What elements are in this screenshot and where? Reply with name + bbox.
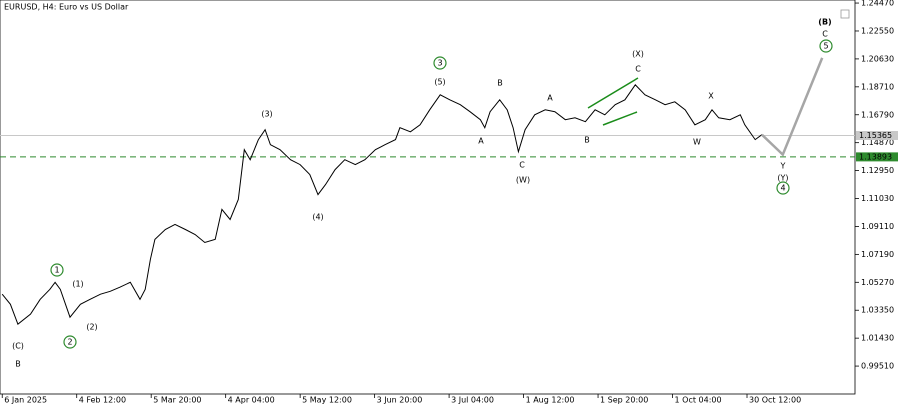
wave-label: X <box>708 92 714 101</box>
y-tick-label: 1.11030 <box>861 194 894 203</box>
price-line <box>1 84 763 326</box>
y-tick-label: 1.03350 <box>861 306 894 315</box>
wave-label: (C) <box>12 342 24 351</box>
y-tick-label: 1.18710 <box>861 82 894 91</box>
wave-label: 4 <box>780 184 785 193</box>
wave-label: C <box>519 161 525 170</box>
x-tick-label: 1 Oct 04:00 <box>675 396 722 405</box>
y-tick-label: 1.09110 <box>861 222 894 231</box>
wave-circle <box>819 39 833 53</box>
wave-label: A <box>547 94 553 103</box>
y-tick-label: 0.99510 <box>861 362 894 371</box>
plot-frame <box>0 0 856 395</box>
price-tag <box>856 152 898 162</box>
y-tick-label: 1.14870 <box>861 138 894 147</box>
price-tag <box>856 130 898 140</box>
price-tag-label: 1.15365 <box>859 131 892 140</box>
y-tick-label: 1.12950 <box>861 166 894 175</box>
x-tick-label: 3 Jul 04:00 <box>451 396 494 405</box>
x-tick-label: 4 Apr 04:00 <box>228 396 275 405</box>
wave-circle <box>776 181 790 195</box>
wave-label: (2) <box>86 323 97 332</box>
x-tick-label: 3 Jun 20:00 <box>377 396 423 405</box>
x-tick-label: 1 Aug 12:00 <box>526 396 575 405</box>
wedge-line <box>602 111 638 126</box>
y-tick-label: 1.07190 <box>861 250 894 259</box>
wave-label: B <box>15 360 21 369</box>
wave-label: (B) <box>818 18 831 27</box>
wave-circle <box>433 56 447 70</box>
wave-label: (X) <box>632 50 644 59</box>
wave-label: (5) <box>434 78 445 87</box>
x-tick-label: 5 May 12:00 <box>302 396 352 405</box>
wave-label: 5 <box>823 42 828 51</box>
wave-label: B <box>497 79 503 88</box>
price-line <box>761 57 824 157</box>
wave-label: Y <box>780 162 786 171</box>
wave-label: 1 <box>54 266 59 275</box>
wave-label: 3 <box>437 59 442 68</box>
wave-label: (3) <box>261 110 272 119</box>
wave-circle <box>63 335 77 349</box>
wave-label: (Y) <box>777 174 788 183</box>
y-tick-label: 1.01430 <box>861 334 894 343</box>
y-tick-label: 1.22550 <box>861 26 894 35</box>
wave-label: 2 <box>67 338 72 347</box>
x-tick-label: 30 Oct 12:00 <box>749 396 801 405</box>
wave-label: B <box>584 136 590 145</box>
y-tick-label: 1.24470 <box>861 0 894 8</box>
wave-label: C <box>822 30 828 39</box>
wave-label: W <box>693 138 701 147</box>
y-tick-label: 1.05270 <box>861 278 894 287</box>
y-tick-label: 1.16790 <box>861 110 894 119</box>
price-tag-label: 1.13893 <box>859 152 892 161</box>
y-tick-label: 1.20630 <box>861 54 894 63</box>
x-tick-label: 4 Feb 12:00 <box>79 396 126 405</box>
x-tick-label: 1 Sep 20:00 <box>600 396 648 405</box>
wave-circle <box>50 263 64 277</box>
wave-label: (W) <box>516 176 530 185</box>
x-tick-label: 6 Jan 2025 <box>4 396 47 405</box>
wave-label: A <box>478 137 484 146</box>
chart-title: EURUSD, H4: Euro vs US Dollar <box>4 3 129 12</box>
wave-label: (1) <box>72 280 83 289</box>
wedge-line <box>587 77 639 109</box>
info-icon <box>840 9 850 19</box>
wave-label: (4) <box>312 213 323 222</box>
wave-label: C <box>635 65 641 74</box>
x-tick-label: 5 Mar 20:00 <box>153 396 201 405</box>
